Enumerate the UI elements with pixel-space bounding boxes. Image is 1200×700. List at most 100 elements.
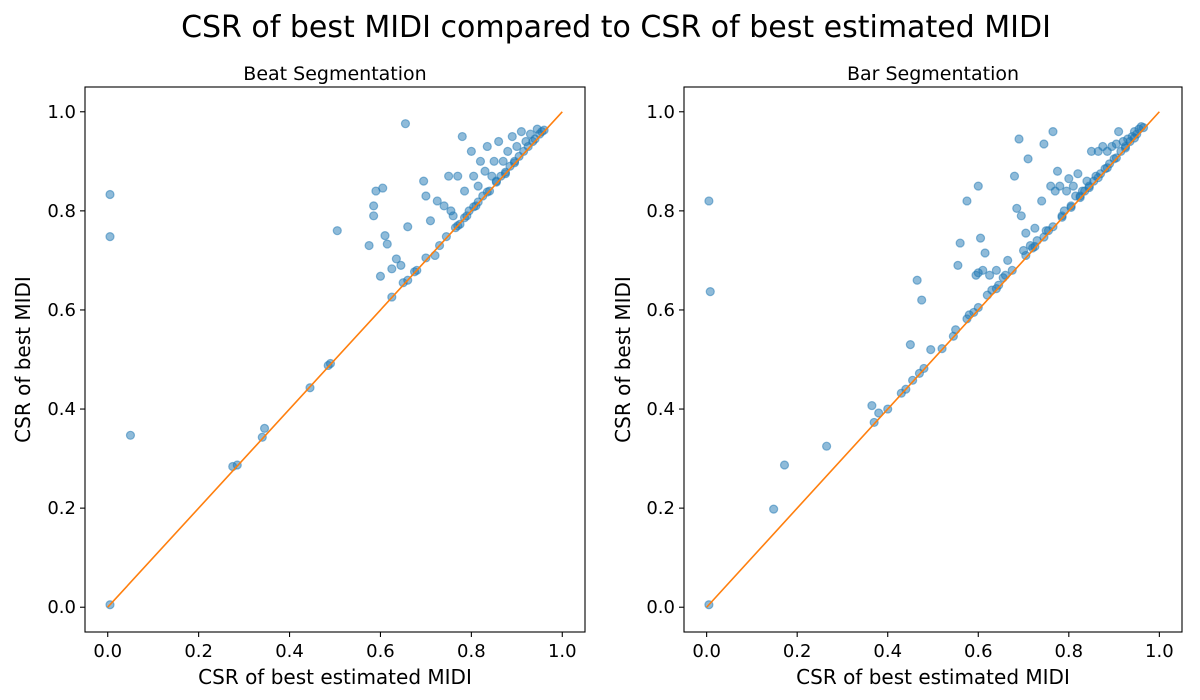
scatter-point bbox=[984, 270, 995, 280]
scatter-point bbox=[1064, 174, 1074, 184]
scatter-point bbox=[973, 302, 983, 313]
x-tick-label: 0.8 bbox=[1054, 641, 1083, 662]
scatter-point bbox=[400, 119, 411, 129]
scatter-point bbox=[375, 271, 386, 281]
scatter-point bbox=[867, 400, 877, 411]
scatter-point bbox=[469, 171, 479, 181]
scatter-point bbox=[391, 254, 401, 264]
scatter-point bbox=[912, 275, 922, 285]
scatter-point bbox=[978, 265, 988, 275]
scatter-point bbox=[962, 196, 972, 206]
scatter-point bbox=[469, 202, 479, 212]
scatter-point bbox=[369, 211, 379, 221]
scatter-point bbox=[1052, 166, 1063, 176]
scatter-point bbox=[500, 167, 511, 177]
scatter-point bbox=[369, 201, 379, 211]
scatter-point bbox=[387, 264, 397, 274]
scatter-point bbox=[955, 238, 965, 248]
scatter-point bbox=[480, 166, 490, 176]
scatter-point bbox=[482, 187, 492, 197]
scatter-point bbox=[1030, 223, 1040, 233]
y-tick-label: 0.8 bbox=[47, 201, 76, 222]
scatter-point bbox=[125, 430, 136, 440]
y-tick-label: 0.0 bbox=[646, 597, 675, 618]
scatter-point bbox=[257, 432, 267, 442]
scatter-point bbox=[917, 295, 927, 305]
scatter-point bbox=[489, 156, 499, 166]
x-tick-label: 0.4 bbox=[275, 641, 304, 662]
scatter-point bbox=[874, 408, 884, 418]
x-tick-label: 0.8 bbox=[457, 641, 486, 662]
scatter-point bbox=[1073, 169, 1083, 179]
scatter-point bbox=[1003, 255, 1013, 266]
y-tick-label: 0.6 bbox=[646, 300, 675, 321]
scatter-point bbox=[1048, 222, 1058, 232]
scatter-point bbox=[1114, 126, 1124, 137]
scatter-point bbox=[364, 240, 374, 251]
scatter-point bbox=[991, 265, 1001, 275]
scatter-point bbox=[425, 216, 436, 226]
scatter-point bbox=[1007, 265, 1017, 275]
y-tick-label: 1.0 bbox=[47, 102, 76, 123]
scatter-point bbox=[1021, 228, 1031, 238]
scatter-point bbox=[444, 171, 454, 181]
scatter-point bbox=[441, 232, 451, 242]
x-tick-label: 0.6 bbox=[964, 641, 993, 662]
scatter-point bbox=[473, 181, 483, 191]
scatter-point bbox=[419, 176, 429, 186]
y-tick-label: 0.2 bbox=[646, 498, 675, 519]
scatter-point bbox=[975, 233, 986, 243]
subplot-title: Bar Segmentation bbox=[847, 63, 1019, 85]
scatter-point bbox=[459, 186, 470, 196]
scatter-point bbox=[953, 260, 963, 270]
scatter-point bbox=[539, 125, 549, 135]
x-tick-label: 1.0 bbox=[1145, 641, 1174, 662]
identity-line bbox=[107, 111, 563, 608]
scatter-point bbox=[507, 131, 517, 142]
scatter-point bbox=[1030, 241, 1040, 252]
scatter-point bbox=[869, 417, 879, 428]
scatter-point bbox=[1037, 196, 1047, 206]
scatter-point bbox=[1016, 211, 1026, 221]
scatter-point bbox=[973, 181, 983, 191]
scatter-point bbox=[380, 231, 390, 241]
figure-title: CSR of best MIDI compared to CSR of best… bbox=[181, 10, 1051, 45]
scatter-point bbox=[105, 189, 115, 200]
scatter-point bbox=[779, 460, 790, 470]
scatter-point bbox=[482, 141, 492, 152]
y-tick-label: 1.0 bbox=[646, 102, 675, 123]
scatter-point bbox=[498, 156, 508, 166]
scatter-point bbox=[991, 284, 1001, 294]
scatter-point bbox=[491, 177, 501, 187]
x-axis-label: CSR of best estimated MIDI bbox=[796, 665, 1070, 689]
scatter-point bbox=[382, 239, 392, 249]
scatter-point bbox=[1009, 171, 1020, 181]
y-tick-label: 0.2 bbox=[47, 498, 76, 519]
subplot-title: Beat Segmentation bbox=[243, 63, 426, 85]
subplot-beat-segmentation: Beat Segmentation 0.0 0.2 0.4 0.6 0.8 1.0 0.0 0.… bbox=[11, 63, 586, 689]
subplot-bar-segmentation: Bar Segmentation 0.0 0.2 0.4 0.6 0.8 1.0 0.0 0.2… bbox=[611, 63, 1183, 689]
scatter-point bbox=[475, 156, 486, 166]
scatter-point bbox=[1055, 181, 1065, 191]
scatter-point bbox=[822, 441, 832, 451]
x-tick-label: 0.2 bbox=[783, 641, 812, 662]
scatter-point bbox=[448, 211, 458, 221]
scatter-point bbox=[259, 423, 270, 433]
scatter-point bbox=[980, 248, 990, 258]
scatter-point bbox=[1021, 250, 1031, 261]
scatter-point bbox=[908, 375, 918, 385]
scatter-point bbox=[466, 146, 476, 157]
scatter-point bbox=[378, 183, 388, 193]
y-axis-label: CSR of best MIDI bbox=[11, 276, 35, 443]
y-tick-label: 0.8 bbox=[646, 201, 675, 222]
x-tick-label: 0.0 bbox=[692, 641, 721, 662]
y-tick-label: 0.0 bbox=[47, 597, 76, 618]
scatter-point bbox=[503, 146, 513, 157]
scatter-point bbox=[1014, 134, 1024, 144]
x-tick-label: 0.4 bbox=[873, 641, 902, 662]
scatter-point bbox=[1138, 123, 1149, 133]
scatter-point bbox=[1023, 154, 1033, 164]
scatter-point bbox=[1048, 126, 1058, 137]
y-tick-label: 0.4 bbox=[646, 399, 675, 420]
